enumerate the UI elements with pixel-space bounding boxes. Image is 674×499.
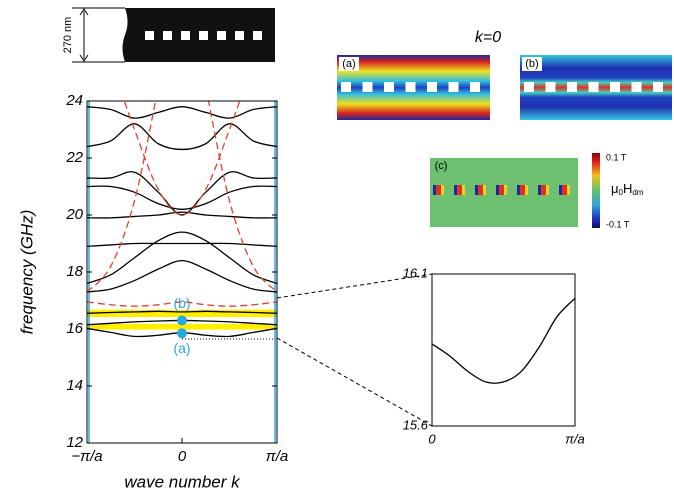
dot bbox=[504, 185, 507, 195]
plot-area bbox=[432, 298, 575, 383]
hole bbox=[567, 82, 577, 92]
band-curve bbox=[87, 261, 277, 292]
holes bbox=[341, 82, 663, 92]
figure: 270 nm k=0 (a) (b) (c) 0.1 T -0.1 T μ0Hd… bbox=[0, 0, 674, 499]
y-axis-label: frequency (GHz) bbox=[17, 210, 36, 335]
hole bbox=[406, 82, 416, 92]
schematic: 270 nm bbox=[62, 8, 275, 62]
dot bbox=[433, 185, 436, 195]
field-sub: dm bbox=[632, 188, 643, 197]
band-curve bbox=[87, 172, 277, 215]
plot: 15.6 16.1 0 π/a bbox=[403, 265, 585, 446]
y-tick-label: 24 bbox=[65, 92, 83, 109]
panel-label: (a) bbox=[342, 58, 355, 70]
field: H bbox=[623, 181, 632, 196]
dot bbox=[567, 185, 570, 195]
dot bbox=[562, 185, 567, 195]
dot bbox=[441, 185, 444, 195]
dot bbox=[436, 185, 441, 195]
hole bbox=[546, 82, 556, 92]
band-curve bbox=[87, 124, 277, 150]
axes-frame bbox=[432, 274, 575, 426]
band-curve bbox=[87, 186, 277, 209]
thickness-label: 270 nm bbox=[62, 17, 74, 54]
y-tick-label: 16 bbox=[66, 320, 83, 337]
hole bbox=[449, 82, 459, 92]
y-tick-label: 14 bbox=[66, 377, 83, 394]
band-curve bbox=[87, 243, 277, 246]
hole bbox=[470, 82, 480, 92]
mode-label: (a) bbox=[173, 340, 190, 356]
dot bbox=[478, 185, 483, 195]
y-tick-label: 20 bbox=[65, 206, 83, 223]
hole bbox=[341, 82, 351, 92]
colorbar-max: 0.1 T bbox=[606, 152, 627, 162]
hole bbox=[589, 82, 599, 92]
dot bbox=[517, 185, 520, 195]
hole bbox=[653, 82, 663, 92]
dot bbox=[538, 185, 541, 195]
colorbar-label: μ0Hdm bbox=[611, 181, 644, 197]
dot bbox=[499, 185, 504, 195]
dot bbox=[462, 185, 465, 195]
x-tick-label: 0 bbox=[178, 448, 187, 465]
band-curve bbox=[432, 298, 575, 383]
mode-point bbox=[177, 315, 187, 325]
dot bbox=[483, 185, 486, 195]
y-tick-label: 15.6 bbox=[403, 417, 429, 432]
hole bbox=[363, 82, 373, 92]
plot-area bbox=[87, 0, 277, 443]
dot bbox=[454, 185, 457, 195]
x-tick-label: π/a bbox=[266, 448, 289, 465]
x-tick-label: 0 bbox=[428, 431, 436, 446]
dot bbox=[475, 185, 478, 195]
field-title: k=0 bbox=[475, 29, 501, 46]
x-tick-label: −π/a bbox=[71, 448, 102, 465]
hole bbox=[610, 82, 620, 92]
panel-label: (b) bbox=[525, 58, 538, 70]
connector bbox=[277, 338, 432, 426]
dot bbox=[525, 185, 528, 195]
dot bbox=[546, 185, 549, 195]
dot bbox=[520, 185, 525, 195]
y-tick-label: 16.1 bbox=[403, 265, 428, 280]
band-curve bbox=[87, 107, 277, 118]
hole bbox=[524, 82, 534, 92]
field-maps: k=0 (a) (b) (c) 0.1 T -0.1 T μ0Hdm bbox=[337, 29, 672, 229]
hole bbox=[384, 82, 394, 92]
symbol: μ bbox=[611, 181, 619, 196]
dot bbox=[457, 185, 462, 195]
colorbar-min: -0.1 T bbox=[606, 219, 630, 229]
mode-point bbox=[177, 328, 187, 338]
dot bbox=[559, 185, 562, 195]
dot bbox=[496, 185, 499, 195]
dot bbox=[541, 185, 546, 195]
x-axis-label: wave number k bbox=[124, 472, 241, 491]
mode-label: (b) bbox=[173, 295, 190, 311]
x-tick-label: π/a bbox=[565, 431, 585, 446]
y-tick-label: 18 bbox=[66, 263, 83, 280]
colorbar bbox=[592, 153, 600, 228]
hole bbox=[427, 82, 437, 92]
panel-label: (c) bbox=[435, 160, 448, 172]
y-tick-label: 22 bbox=[65, 149, 83, 166]
hole bbox=[632, 82, 642, 92]
